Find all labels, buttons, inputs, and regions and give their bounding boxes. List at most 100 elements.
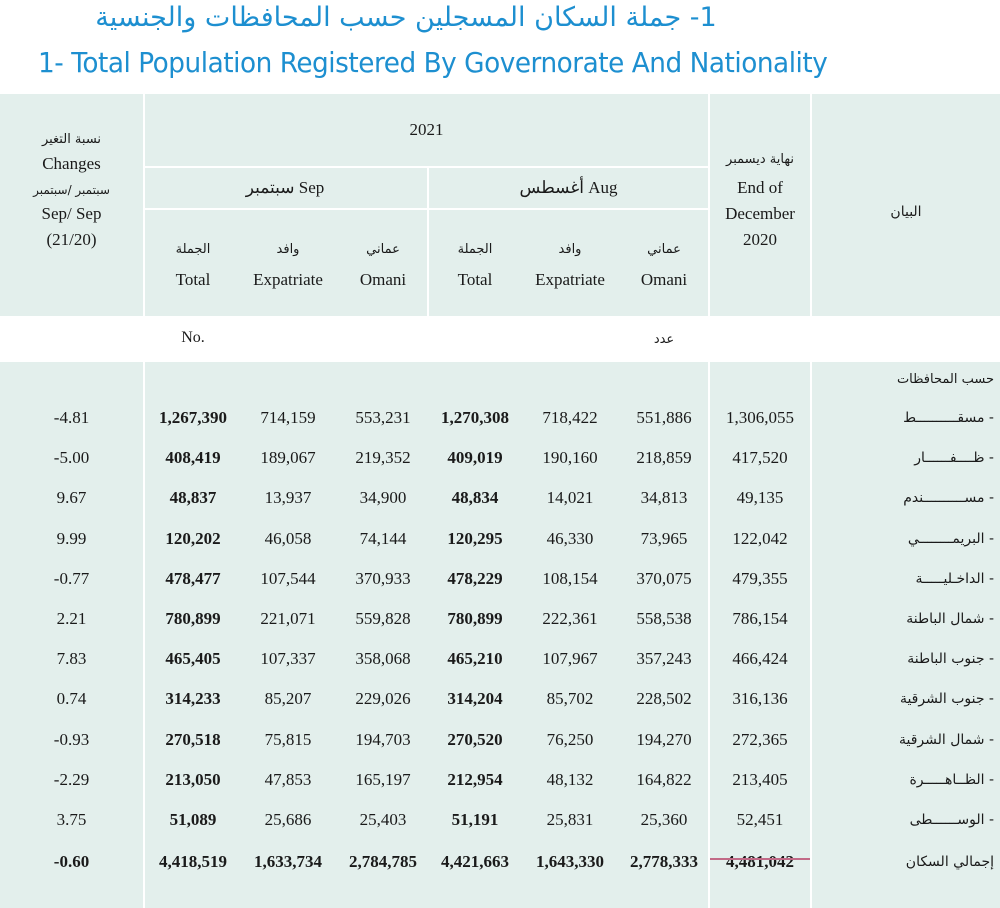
cell-aug-expat: 108,154 [542,568,598,588]
total-row-label: إجمالي السكان [905,854,994,871]
cell-aug-omani: 25,360 [640,810,688,829]
cell-sep-expat: 13,937 [264,488,312,508]
table-row: 7.83 465,405 107,337 358,068 465,210 107,967 3… [0,639,1000,679]
cell-sep-omani: 165,197 [355,769,411,789]
cell-aug-omani: 218,859 [636,448,692,468]
cell-change: -0.77 [53,568,90,588]
cell-sep-expat: 47,853 [264,769,312,789]
table-row-total: -0.60 4,418,519 1,633,734 2,784,785 4,421,66… [0,842,1000,882]
cell-sep-omani: 194,703 [355,729,411,749]
aug-expat-en: Expatriate [535,270,605,289]
cell-sep-omani: 553,231 [355,408,411,427]
year-label: 2021 [409,120,444,139]
table-row: -4.81 1,267,390 714,159 553,231 1,270,308 718… [0,398,1000,438]
cell-sep-omani: 229,026 [355,689,411,709]
cell-aug-expat: 222,361 [542,609,598,628]
governorate-name: - الظــاهـــــرة [909,771,994,788]
unit-ar: عدد [653,332,675,347]
table-row: -0.93 270,518 75,815 194,703 270,520 76,250 19… [0,720,1000,760]
cell-change: 3.75 [56,810,87,829]
cell-change: -5.00 [53,448,90,468]
cell-change: -0.93 [53,729,90,749]
cell-sep-expat: 1,633,734 [254,852,322,872]
cell-aug-total: 409,019 [447,448,503,468]
governorate-name: - شمال الشرقية [898,731,994,748]
cell-dec2020: 316,136 [732,689,788,709]
cell-dec2020: 49,135 [736,488,784,508]
cell-sep-expat: 107,337 [260,649,316,669]
cell-sep-omani: 219,352 [355,448,411,468]
section-label: حسب المحافظات [896,372,994,387]
sep-total-ar: الجملة [175,242,211,257]
governorate-name: - الوســــــطى [909,812,994,828]
cell-aug-expat: 1,643,330 [536,852,604,872]
governorate-name: - مســــــــــندم [903,490,994,507]
cell-sep-expat: 221,071 [260,609,316,628]
table-row: -0.77 478,477 107,544 370,933 478,229 108,154… [0,559,1000,599]
aug-label: أغسطس Aug [519,178,618,197]
cell-aug-omani: 164,822 [636,769,692,789]
changes-period-ar: سبتمبر /سبتمبر [33,183,110,197]
cell-dec2020: 1,306,055 [726,408,794,427]
cell-aug-total: 270,520 [447,729,503,749]
cell-aug-expat: 76,250 [546,729,594,749]
cell-sep-total: 48,837 [169,488,217,508]
changes-label-ar: نسبة التغير [41,132,102,147]
cell-aug-total: 4,421,663 [441,852,509,872]
cell-dec2020: 122,042 [732,528,788,548]
data-band [0,398,1000,908]
section-band [0,362,1000,398]
cell-change: 9.99 [56,528,87,548]
governorate-name: - جنوب الشرقية [899,691,994,708]
aug-omani-ar: عماني [647,242,681,257]
cell-change: 9.67 [56,488,87,508]
cell-aug-omani: 194,270 [636,729,692,749]
cell-aug-omani: 228,502 [636,689,692,709]
item-label: البيان [890,204,922,220]
cell-dec2020: 786,154 [732,609,788,628]
cell-aug-expat: 107,967 [542,649,598,669]
cell-sep-total: 780,899 [165,609,221,628]
cell-sep-total: 478,477 [165,568,221,588]
cell-aug-total: 48,834 [451,488,499,508]
sep-omani-en: Omani [359,270,407,289]
cell-aug-total: 478,229 [447,568,503,588]
cell-aug-total: 212,954 [447,769,503,789]
sep-total-en: Total [175,270,211,289]
sep-label: سبتمبر Sep [245,178,325,197]
cell-aug-expat: 25,831 [546,810,594,829]
governorate-name: - ظــــفــــــار [914,450,994,467]
cell-dec2020: 4,481,042 [726,852,794,872]
title-arabic: 1- جملة السكان المسجلين حسب المحافظات وا… [95,2,717,33]
cell-aug-total: 1,270,308 [441,408,509,427]
cell-sep-omani: 370,933 [355,568,411,588]
cell-sep-total: 120,202 [165,528,221,548]
cell-sep-omani: 358,068 [355,649,411,669]
table-row: 9.67 48,837 13,937 34,900 48,834 14,021 34,813… [0,478,1000,518]
sep-expat-en: Expatriate [253,270,323,289]
cell-dec2020: 479,355 [732,568,788,588]
cell-aug-expat: 46,330 [546,528,594,548]
cell-sep-omani: 559,828 [355,609,411,628]
cell-aug-omani: 558,538 [636,609,692,628]
table-row: -5.00 408,419 189,067 219,352 409,019 190,160… [0,438,1000,478]
cell-change: -0.60 [53,852,90,872]
cell-aug-total: 780,899 [447,609,503,628]
cell-dec2020: 272,365 [732,729,788,749]
cell-sep-expat: 107,544 [260,568,316,588]
changes-period-en: Sep/ Sep [41,204,102,223]
governorate-name: - شمال الباطنة [906,611,994,627]
cell-dec2020: 213,405 [732,769,788,789]
cell-change: 7.83 [56,649,87,669]
cell-sep-total: 314,233 [165,689,221,709]
table-row: 3.75 51,089 25,686 25,403 51,191 25,831 25,360… [0,800,1000,840]
cell-aug-omani: 2,778,333 [630,852,698,872]
cell-aug-expat: 14,021 [546,488,594,508]
cell-aug-expat: 48,132 [546,769,594,789]
table-row: -2.29 213,050 47,853 165,197 212,954 48,132 16… [0,760,1000,800]
cell-sep-omani: 25,403 [359,810,407,829]
table-row: 2.21 780,899 221,071 559,828 780,899 222,361 5… [0,599,1000,639]
dec-label-en-3: 2020 [743,230,777,249]
cell-change: -4.81 [53,408,90,427]
total-accent-line [710,858,810,860]
